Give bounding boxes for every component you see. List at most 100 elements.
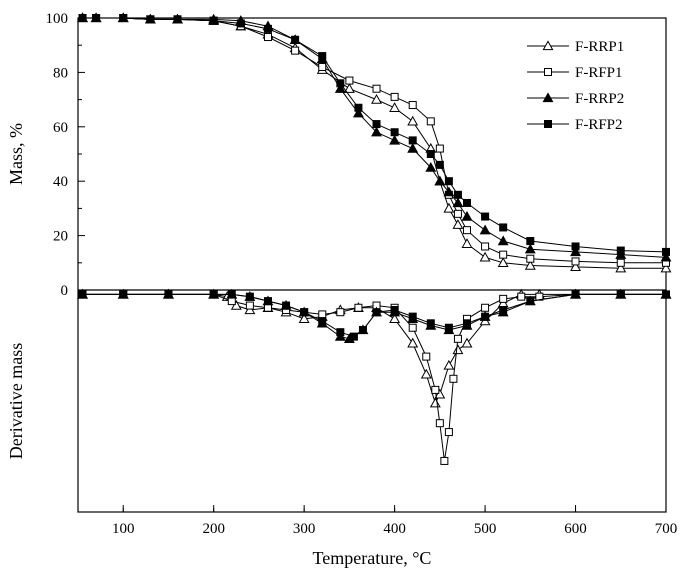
- derivative-point-f-rfp1: [354, 303, 363, 312]
- mass-point-f-rfp1: [481, 242, 490, 251]
- mass-point-f-rrp2: [443, 186, 455, 197]
- derivative-point-f-rrp1: [443, 359, 455, 370]
- mass-point-f-rfp2: [462, 198, 471, 207]
- mass-point-f-rrp1: [443, 202, 455, 213]
- mass-point-f-rfp1: [499, 250, 508, 259]
- mass-point-f-rrp1: [570, 261, 581, 272]
- derivative-point-f-rfp2: [263, 297, 272, 306]
- mass-point-f-rfp2: [662, 247, 670, 256]
- derivative-point-f-rfp1: [318, 310, 327, 319]
- derivative-point-f-rrp1: [407, 337, 419, 348]
- mass-point-f-rrp1: [407, 115, 419, 126]
- derivative-point-f-rfp2: [245, 292, 254, 301]
- derivative-point-f-rrp1: [389, 313, 401, 324]
- mass-point-f-rfp2: [146, 15, 155, 24]
- mass-point-f-rrp1: [660, 262, 672, 273]
- mass-point-f-rfp2: [526, 237, 535, 246]
- mass-point-f-rrp1: [461, 238, 473, 248]
- mass-point-f-rfp2: [209, 16, 218, 25]
- mass-axis-label: Mass, %: [6, 123, 26, 185]
- mass-point-f-rrp2: [570, 246, 581, 257]
- derivative-point-f-rfp2: [358, 325, 367, 334]
- derivative-point-f-rfp2: [78, 290, 87, 299]
- derivative-point-f-rrp1: [420, 368, 432, 379]
- legend: F-RRP1 F-RFP1 F-RRP2 F-RFP2: [527, 39, 624, 133]
- y-tick-label: 60: [53, 120, 68, 136]
- x-tick-label: 400: [383, 521, 406, 537]
- derivative-point-f-rfp2: [390, 305, 399, 314]
- mass-point-f-rfp1: [426, 117, 435, 126]
- derivative-point-f-rfp1: [449, 374, 458, 383]
- derivative-point-f-rfp2: [499, 305, 508, 314]
- mass-point-f-rfp2: [173, 15, 182, 24]
- mass-point-f-rrp1: [343, 83, 355, 93]
- mass-point-f-rfp2: [236, 19, 245, 28]
- mass-point-f-rfp2: [435, 160, 444, 169]
- derivative-point-f-rfp2: [336, 328, 345, 337]
- legend-label-f-rfp2: F-RFP2: [575, 117, 623, 133]
- legend-marker-f-rfp1: [544, 68, 552, 76]
- y-tick-label: 20: [53, 229, 68, 245]
- mass-point-f-rrp2: [334, 83, 346, 93]
- mass-point-f-rfp2: [119, 14, 128, 22]
- derivative-axis-label: Derivative mass: [6, 343, 26, 459]
- mass-point-f-rfp1: [291, 46, 300, 55]
- mass-point-f-rrp1: [497, 257, 509, 267]
- derivative-point-f-rfp1: [453, 334, 462, 343]
- mass-point-f-rfp2: [408, 136, 417, 145]
- mass-point-f-rfp1: [462, 226, 471, 235]
- legend-label-f-rrp2: F-RRP2: [575, 91, 624, 107]
- derivative-point-f-rfp1: [517, 292, 526, 301]
- mass-point-f-rrp2: [461, 210, 473, 221]
- mass-point-f-rfp2: [92, 14, 101, 22]
- derivative-point-f-rfp2: [164, 290, 173, 299]
- mass-point-f-rfp2: [354, 103, 363, 112]
- mass-point-f-rfp1: [435, 144, 444, 153]
- y-tick-label: 80: [53, 65, 68, 81]
- derivative-point-f-rfp1: [263, 303, 272, 312]
- mass-point-f-rfp2: [336, 79, 345, 88]
- x-tick-label: 200: [202, 521, 225, 537]
- mass-point-f-rrp1: [452, 219, 464, 229]
- derivative-series-f-rfp2: [78, 290, 670, 341]
- derivative-point-f-rfp2: [426, 319, 435, 328]
- x-tick-label: 500: [474, 521, 497, 537]
- mass-point-f-rfp2: [263, 24, 272, 33]
- mass-point-f-rrp2: [352, 107, 364, 118]
- mass-point-f-rfp2: [426, 150, 435, 158]
- derivative-point-f-rfp1: [435, 419, 444, 428]
- mass-point-f-rrp1: [479, 251, 491, 262]
- mass-point-f-rrp1: [615, 262, 627, 273]
- legend-marker-f-rfp2: [544, 120, 552, 128]
- mass-point-f-rfp2: [481, 212, 490, 221]
- mass-point-f-rrp1: [389, 102, 401, 112]
- mass-point-f-rrp2: [452, 197, 464, 208]
- mass-point-f-rfp2: [444, 177, 453, 186]
- mass-point-f-rfp2: [499, 223, 508, 232]
- legend-marker-f-rrp1: [542, 40, 554, 51]
- derivative-point-f-rfp2: [444, 323, 453, 332]
- mass-point-f-rfp2: [616, 246, 625, 255]
- mass-point-f-rrp2: [371, 126, 382, 137]
- derivative-point-f-rfp2: [481, 312, 490, 321]
- mass-point-f-rfp1: [318, 62, 327, 71]
- legend-label-f-rrp1: F-RRP1: [575, 39, 624, 55]
- derivative-point-f-rfp2: [349, 332, 358, 341]
- mass-point-f-rrp2: [497, 235, 509, 246]
- derivative-point-f-rfp2: [571, 290, 580, 299]
- derivative-point-f-rfp2: [119, 290, 128, 299]
- derivative-point-f-rfp2: [662, 290, 670, 299]
- derivative-point-f-rrp1: [298, 313, 310, 324]
- mass-point-f-rrp2: [434, 175, 446, 186]
- x-tick-label: 100: [112, 521, 135, 537]
- series-layer: [77, 12, 672, 465]
- mass-point-f-rfp1: [372, 84, 381, 93]
- mass-point-f-rfp2: [318, 52, 327, 61]
- derivative-point-f-rfp2: [300, 308, 309, 317]
- derivative-point-f-rfp1: [499, 294, 508, 303]
- derivative-point-f-rfp2: [462, 319, 471, 328]
- derivative-point-f-rfp2: [282, 301, 291, 310]
- derivative-point-f-rfp1: [481, 303, 490, 312]
